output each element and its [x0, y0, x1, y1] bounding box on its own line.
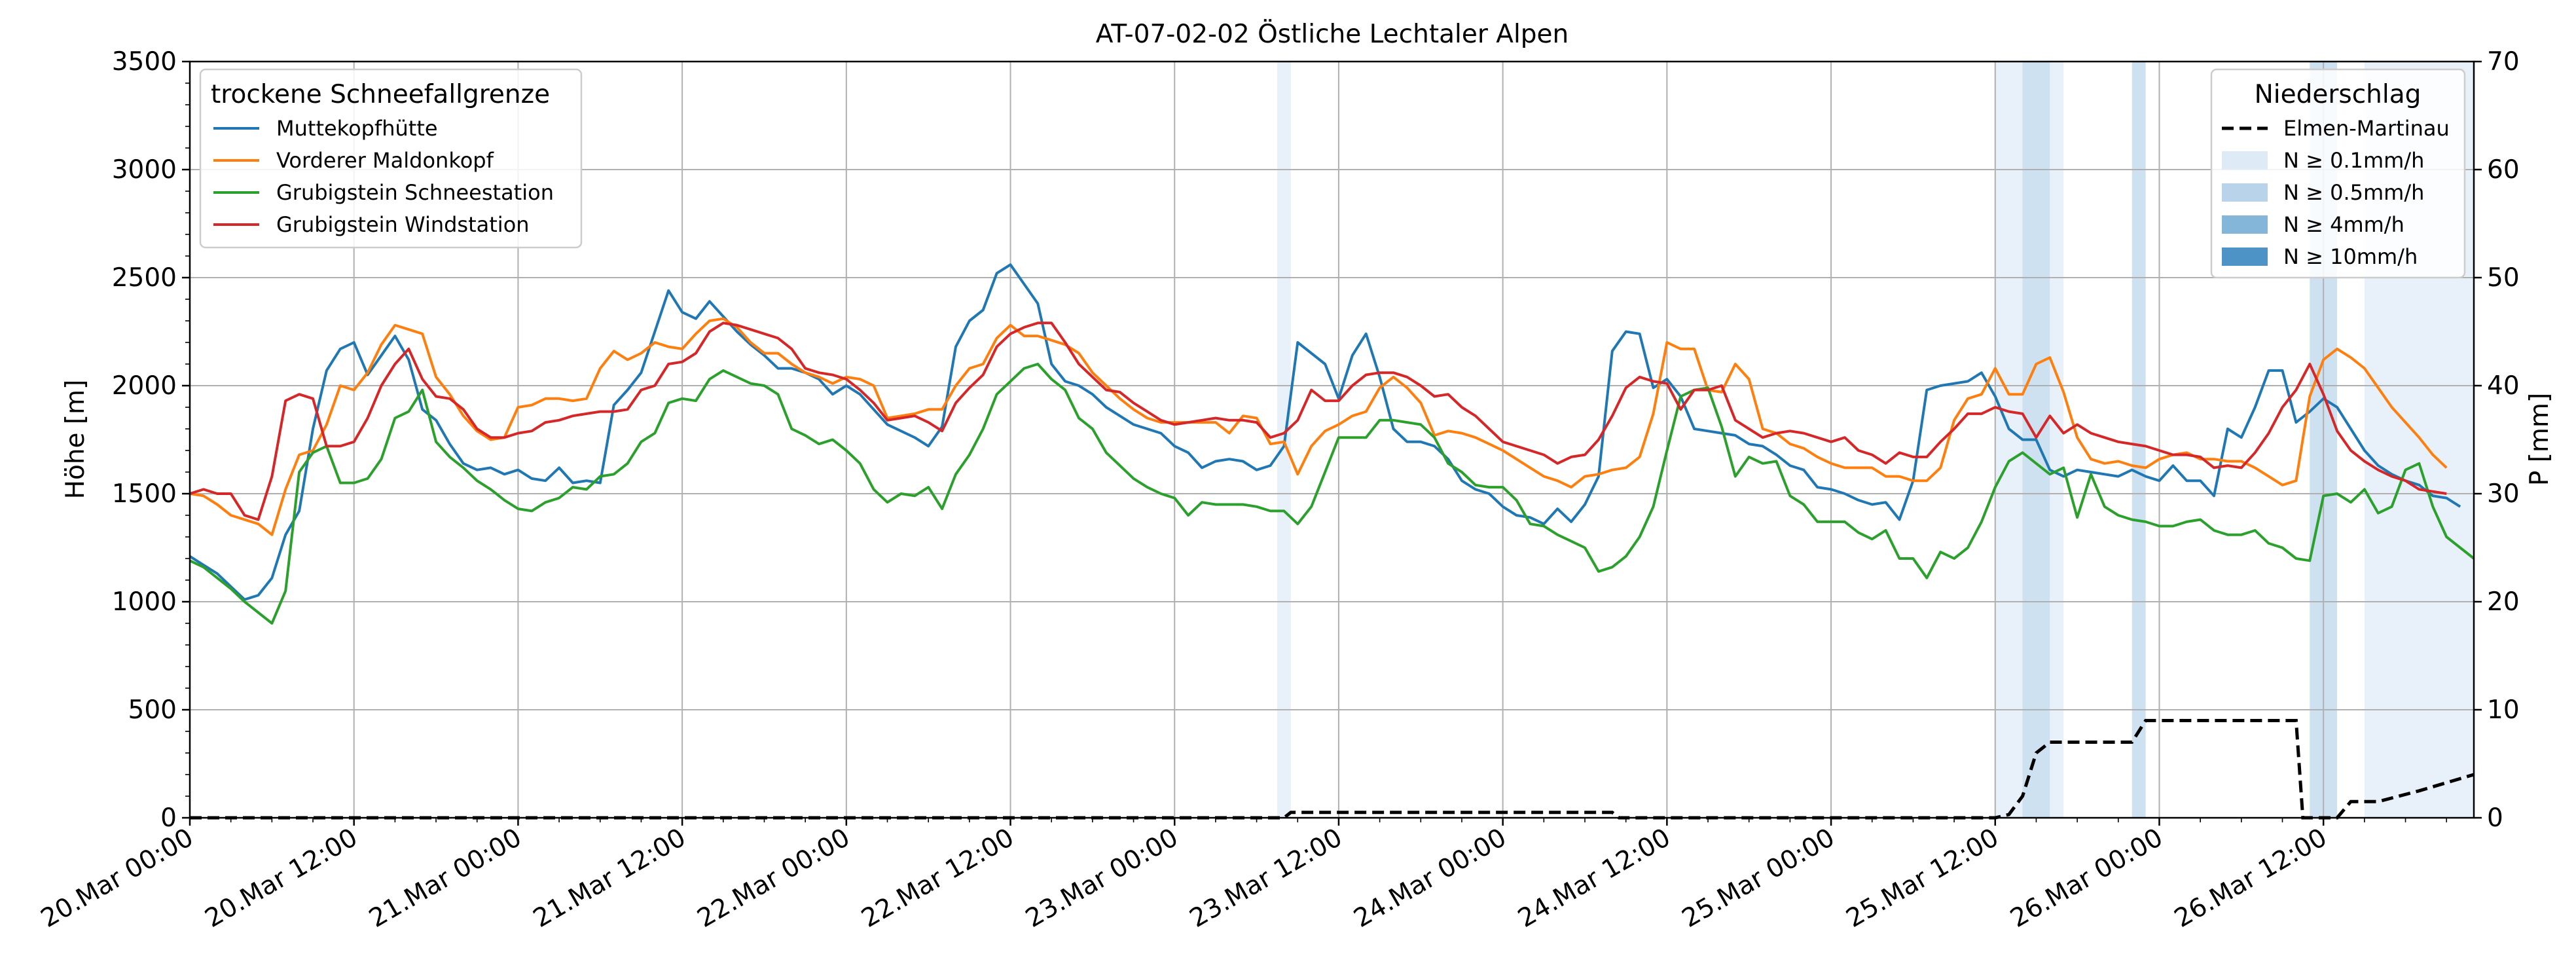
x-tick-label: 21.Mar 12:00	[528, 823, 691, 934]
legend-box-left	[199, 68, 583, 249]
y-tick-label-right: 70	[2487, 47, 2520, 77]
series-lines	[189, 263, 2475, 625]
legend-box-right	[2210, 68, 2466, 279]
precip-band-3	[2050, 62, 2064, 818]
x-tick-label: 22.Mar 12:00	[857, 823, 1019, 934]
legend-swatch-n-4mm-h	[2222, 215, 2268, 234]
legend-label-elmen-martinau: Elmen-Martinau	[2283, 116, 2450, 141]
x-axis: 20.Mar 00:00 20.Mar 12:00 21.Mar 00:00 21.M…	[36, 818, 2448, 934]
legend-title-left: trockene Schneefallgrenze	[211, 80, 550, 109]
y-tick-label-left: 0	[160, 803, 177, 833]
x-tick-label: 23.Mar 12:00	[1185, 823, 1347, 934]
y-axis-label-left: Höhe [m]	[61, 380, 90, 500]
chart-title: AT-07-02-02 Östliche Lechtaler Alpen	[1096, 19, 1569, 49]
precip-band-1	[1995, 62, 2023, 818]
legend-label-grubigstein-windstation: Grubigstein Windstation	[276, 212, 530, 237]
y-tick-label-right: 10	[2487, 695, 2520, 725]
legend-label-n-4mm-h: N ≥ 4mm/h	[2283, 212, 2404, 237]
legend-label-vorderer-maldonkopf: Vorderer Maldonkopf	[276, 148, 494, 173]
y-tick-label-left: 500	[128, 695, 177, 725]
y-tick-label-right: 0	[2487, 803, 2503, 833]
precip-line-elmen-martinau	[190, 719, 2475, 820]
legend-schneefallgrenze: trockene Schneefallgrenze Muttekopfhütte…	[199, 68, 583, 249]
legend-swatch-n-0-5mm-h	[2222, 183, 2268, 202]
x-tick-label: 26.Mar 12:00	[2169, 823, 2332, 934]
legend-title-right: Niederschlag	[2255, 80, 2422, 109]
precipitation-line	[190, 719, 2475, 820]
x-tick-label: 24.Mar 12:00	[1513, 823, 1675, 934]
legend-label-grubigstein-schneestation: Grubigstein Schneestation	[276, 180, 554, 205]
y-tick-label-right: 30	[2487, 479, 2520, 509]
x-tick-label: 20.Mar 00:00	[36, 823, 198, 934]
series-line-grubigstein-windstation	[189, 321, 2447, 521]
legend-swatch-n-10mm-h	[2222, 247, 2268, 266]
legend-label-n-0-5mm-h: N ≥ 0.5mm/h	[2283, 180, 2424, 205]
y-tick-label-left: 3500	[112, 47, 177, 77]
y-tick-label-left: 2500	[112, 263, 177, 293]
x-tick-label: 23.Mar 00:00	[1021, 823, 1183, 934]
plot-frame	[189, 60, 2475, 819]
series-line-muttekopfhutte	[189, 263, 2461, 601]
y-axis-label-right: P [mm]	[2525, 393, 2554, 486]
y-tick-label-right: 50	[2487, 263, 2520, 293]
right-y-axis: 0 10 20 30 40 50 60 70	[2474, 47, 2520, 833]
series-line-grubigstein-schneestation	[189, 363, 2475, 625]
y-tick-label-left: 3000	[112, 155, 177, 185]
x-tick-label: 22.Mar 00:00	[693, 823, 855, 934]
y-tick-label-left: 2000	[112, 371, 177, 401]
y-tick-label-right: 20	[2487, 587, 2520, 617]
x-tick-label: 26.Mar 00:00	[2005, 823, 2168, 934]
y-tick-label-left: 1500	[112, 479, 177, 509]
legend-niederschlag: Niederschlag Elmen-Martinau N ≥ 0.1mm/h N …	[2210, 68, 2466, 279]
legend-label-muttekopfhutte: Muttekopfhütte	[276, 116, 438, 141]
precip-band-4	[2132, 62, 2146, 818]
x-tick-label: 25.Mar 00:00	[1677, 823, 1840, 934]
x-tick-label: 20.Mar 12:00	[200, 823, 363, 934]
x-tick-label: 21.Mar 00:00	[364, 823, 526, 934]
series-line-vorderer-maldonkopf	[189, 317, 2448, 536]
y-tick-label-right: 40	[2487, 371, 2520, 401]
legend-swatch-n-0-1mm-h	[2222, 151, 2268, 170]
y-tick-label-right: 60	[2487, 155, 2520, 185]
x-tick-label: 24.Mar 00:00	[1349, 823, 1512, 934]
y-tick-label-left: 1000	[112, 587, 177, 617]
left-y-axis: 0 500 1000 1500 2000 2500 3000 3500	[112, 47, 190, 833]
legend-label-n-0-1mm-h: N ≥ 0.1mm/h	[2283, 148, 2424, 173]
legend-label-n-10mm-h: N ≥ 10mm/h	[2283, 244, 2418, 269]
x-tick-label: 25.Mar 12:00	[1841, 823, 2004, 934]
